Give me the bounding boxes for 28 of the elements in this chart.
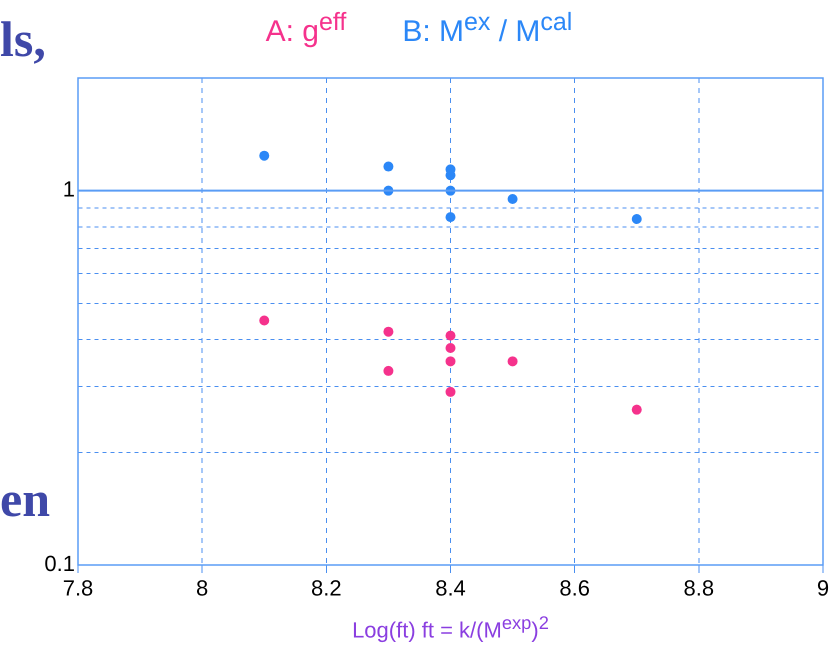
point — [632, 404, 642, 415]
x-tick-label: 8.4 — [435, 575, 466, 600]
x-tick-label: 7.8 — [62, 575, 94, 600]
point — [383, 366, 394, 376]
text: en — [0, 470, 50, 528]
x-tick-label: 8 — [196, 575, 208, 600]
point — [446, 386, 456, 397]
x-tick-label: 9 — [816, 575, 830, 600]
point — [383, 162, 394, 172]
point — [446, 342, 456, 353]
y-tick-label: 0.1 — [44, 551, 75, 576]
point — [383, 326, 394, 337]
point — [446, 212, 456, 222]
x-tick-label: 8.6 — [559, 575, 590, 600]
point — [446, 356, 456, 366]
point — [508, 356, 518, 366]
point — [259, 150, 270, 161]
point — [259, 315, 270, 326]
x-tick-label: 8.8 — [684, 575, 714, 600]
text: B: M$^{ex}$ / M$^{cal}$ — [402, 8, 572, 48]
point — [508, 194, 518, 204]
text: A: g$^{eff}$ — [266, 8, 346, 48]
point — [632, 214, 642, 224]
y-tick-label: 1 — [62, 176, 75, 202]
x-axis-title: Log(ft) ft = k/(M$^{exp}$)$^{2}$ — [351, 612, 550, 644]
text: ls, — [0, 10, 46, 68]
point — [446, 330, 456, 341]
x-tick-label: 8.2 — [311, 575, 342, 600]
